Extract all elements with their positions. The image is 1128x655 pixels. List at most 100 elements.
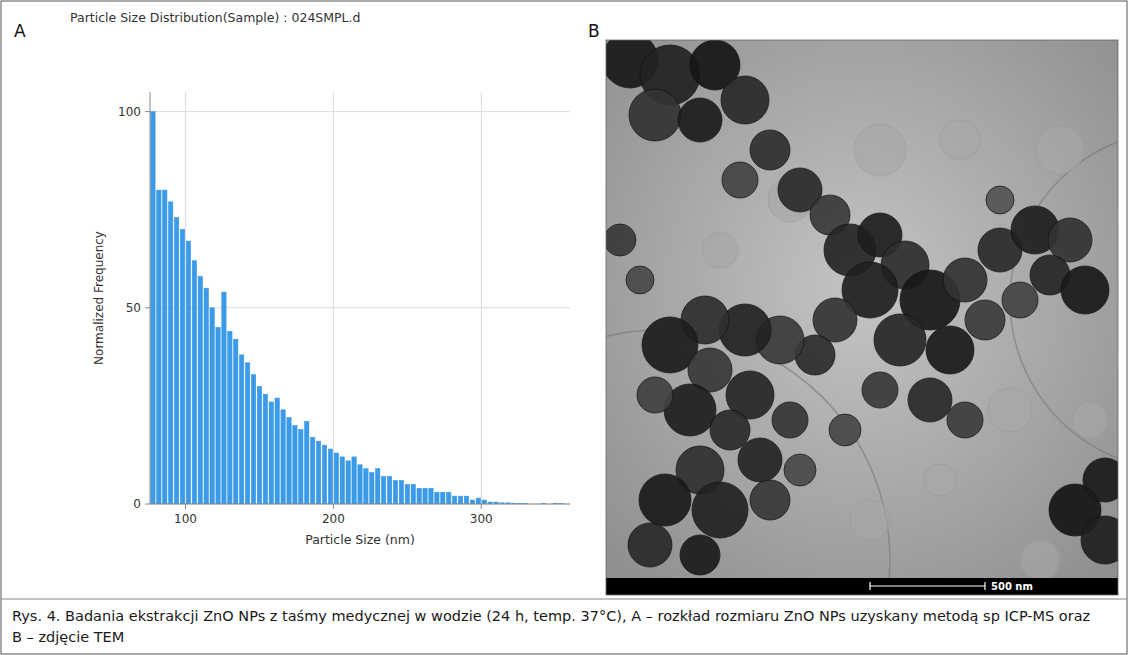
histogram-bar — [399, 480, 403, 504]
histogram-bar — [387, 477, 391, 504]
scale-bar-end — [984, 582, 985, 590]
grid-line-x — [185, 92, 186, 504]
y-axis-title: Normalized Frequency — [92, 231, 106, 365]
tem-image: 500 nm — [430, 32, 1128, 655]
particle — [722, 162, 758, 198]
particle — [1061, 266, 1109, 314]
scale-bar — [870, 585, 985, 586]
histogram-bar — [316, 441, 320, 504]
histogram-bar — [186, 241, 190, 504]
figure-frame — [1, 1, 1127, 654]
ghost-particle — [940, 120, 980, 160]
y-tick — [145, 504, 150, 505]
particle — [626, 266, 654, 294]
ghost-particle — [988, 388, 1032, 432]
histogram-bar — [151, 112, 155, 504]
x-tick — [185, 504, 186, 509]
histogram-bar — [169, 202, 173, 504]
x-tick-label: 300 — [470, 512, 493, 526]
particle — [784, 454, 816, 486]
bars — [151, 112, 563, 504]
histogram-bar — [346, 461, 350, 504]
tem-background — [606, 40, 1118, 595]
histogram-bar — [476, 498, 480, 504]
histogram-bar — [240, 355, 244, 504]
histogram-bar — [257, 386, 261, 504]
particle — [908, 378, 952, 422]
histogram-bar — [234, 339, 238, 504]
ghost-particle — [1020, 540, 1060, 580]
caption: Rys. 4. Badania ekstrakcji ZnO NPs z taś… — [12, 606, 1102, 648]
ghost-particle — [1072, 402, 1108, 438]
panel-label: B — [588, 21, 600, 41]
film-edge — [606, 330, 890, 595]
x-tick-label: 100 — [174, 512, 197, 526]
y-tick-label: 100 — [118, 105, 141, 119]
grid-line-y — [150, 111, 570, 112]
particle — [862, 372, 898, 408]
grid-line-x — [333, 92, 334, 504]
histogram-bar — [447, 492, 451, 504]
particle — [986, 186, 1014, 214]
particle — [1002, 282, 1038, 318]
ghost-particle — [1036, 126, 1084, 174]
particle — [629, 89, 681, 141]
histogram-bar — [275, 398, 279, 504]
histogram-bar — [405, 484, 409, 504]
particle — [926, 326, 974, 374]
particle — [680, 535, 720, 575]
particle — [678, 98, 722, 142]
scale-bar-label: 500 nm — [991, 581, 1033, 592]
particle — [750, 130, 790, 170]
histogram-bar — [470, 500, 474, 504]
particle — [637, 377, 673, 413]
histogram-bar — [157, 190, 161, 504]
x-tick — [333, 504, 334, 509]
particle — [639, 474, 691, 526]
histogram-bar — [340, 457, 344, 504]
histogram-bar — [180, 229, 184, 504]
histogram-bar — [364, 469, 368, 504]
histogram-bar — [423, 488, 427, 504]
scale-bar-end — [869, 582, 870, 590]
particle — [721, 76, 769, 124]
particle — [1081, 516, 1118, 564]
histogram-bar — [334, 453, 338, 504]
histogram-bar — [204, 288, 208, 504]
x-tick-label: 200 — [322, 512, 345, 526]
particle — [692, 482, 748, 538]
panel-a: 050100100200300Particle Size (nm)Normali… — [92, 92, 570, 547]
x-axis-title: Particle Size (nm) — [305, 532, 415, 547]
y-axis-line — [150, 92, 151, 504]
particle — [874, 314, 926, 366]
histogram-bar — [370, 473, 374, 504]
grid-line-y — [150, 504, 570, 505]
histogram-bar — [263, 394, 267, 504]
histogram-bar — [216, 327, 220, 504]
histogram-bar — [376, 469, 380, 504]
histogram-bar — [251, 375, 255, 504]
grid-line-x — [481, 92, 482, 504]
particle — [1083, 458, 1118, 502]
caption-separator — [1, 599, 1127, 600]
histogram-bar — [222, 292, 226, 504]
histogram-bar — [352, 457, 356, 504]
histogram-bar — [411, 484, 415, 504]
chart-title: Particle Size Distribution(Sample) : 024… — [70, 10, 361, 25]
histogram-bar — [417, 488, 421, 504]
particle — [628, 523, 672, 567]
figure: AParticle Size Distribution(Sample) : 02… — [0, 0, 1128, 655]
histogram-bar — [163, 190, 167, 504]
x-tick — [481, 504, 482, 509]
histogram-bar — [458, 496, 462, 504]
histogram-bar — [287, 418, 291, 504]
ghost-particle — [924, 464, 956, 496]
particle — [710, 410, 750, 450]
histogram-bar — [281, 410, 285, 504]
scale-band — [606, 578, 1118, 595]
histogram-bar — [210, 308, 214, 504]
histogram-bar — [382, 477, 386, 504]
histogram-bar — [299, 429, 303, 504]
x-axis-line — [150, 504, 570, 505]
particle — [750, 480, 790, 520]
